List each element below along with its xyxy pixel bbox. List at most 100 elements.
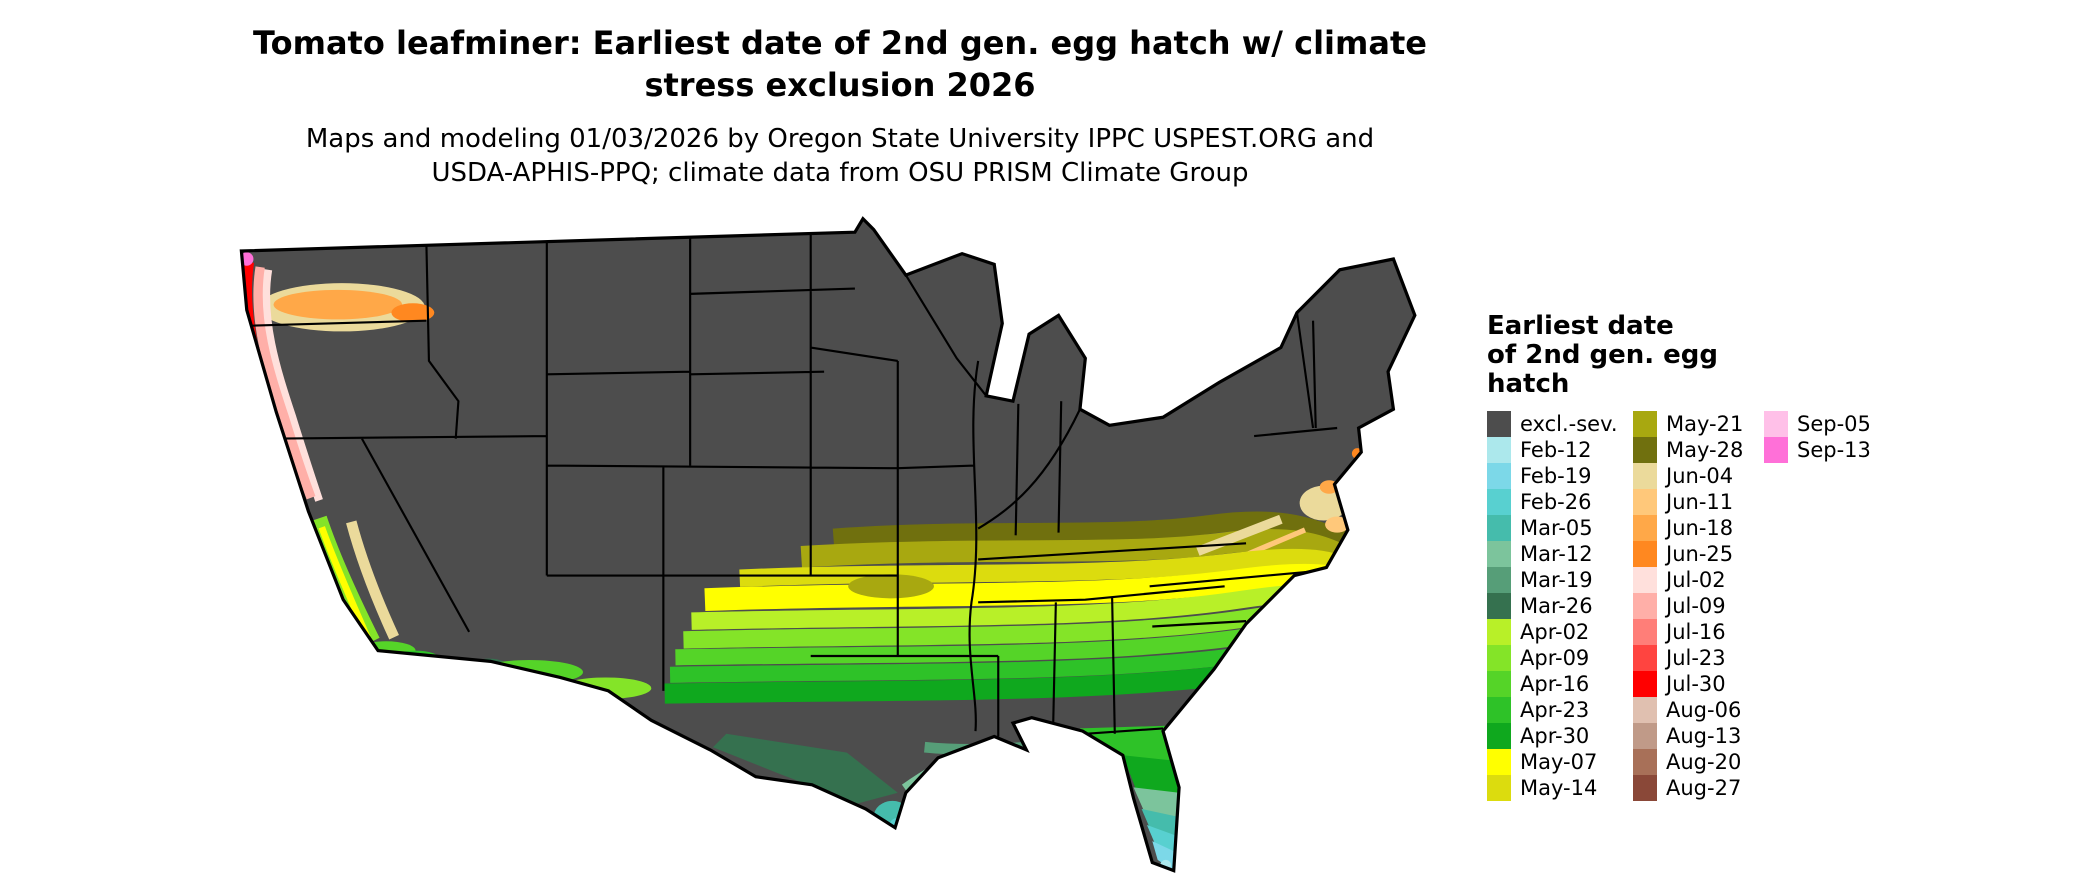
legend-swatch <box>1764 411 1788 437</box>
legend-entry: Apr-30 <box>1487 723 1633 749</box>
legend-swatch <box>1487 489 1511 515</box>
legend-label: Apr-30 <box>1520 724 1590 748</box>
us-map <box>228 200 1447 884</box>
legend-swatch <box>1633 489 1657 515</box>
legend-entry: May-07 <box>1487 749 1633 775</box>
legend-swatch <box>1487 411 1511 437</box>
legend-label: Jul-30 <box>1666 672 1726 696</box>
legend-swatch <box>1487 671 1511 697</box>
us-map-svg <box>239 216 1417 873</box>
legend-swatch <box>1633 541 1657 567</box>
legend-label: Aug-27 <box>1666 776 1742 800</box>
legend-entry: Aug-13 <box>1633 723 1764 749</box>
legend-label: Apr-02 <box>1520 620 1590 644</box>
legend-entry: May-14 <box>1487 775 1633 801</box>
map-region-texas-darkgreen <box>712 733 898 804</box>
legend-label: Aug-13 <box>1666 724 1742 748</box>
legend-swatch <box>1633 463 1657 489</box>
legend-label: Sep-05 <box>1797 412 1871 436</box>
legend-label: Sep-13 <box>1797 438 1871 462</box>
legend-entry: Apr-02 <box>1487 619 1633 645</box>
legend-entry: Jul-16 <box>1633 619 1764 645</box>
page-title-line1: Tomato leafminer: Earliest date of 2nd g… <box>253 24 1427 62</box>
map-region-coast-palepink <box>262 269 323 502</box>
legend-swatch <box>1633 697 1657 723</box>
legend-label: Aug-06 <box>1666 698 1742 722</box>
map-region-ozark-olive <box>848 574 934 599</box>
map-region-nw-orange <box>273 289 403 320</box>
legend-swatch <box>1487 463 1511 489</box>
legend-entry: Jun-04 <box>1633 463 1764 489</box>
legend-label: May-07 <box>1520 750 1598 774</box>
legend-swatch <box>1633 437 1657 463</box>
legend-label: Jul-09 <box>1666 594 1726 618</box>
legend-entry: Jul-23 <box>1633 645 1764 671</box>
page-subtitle-line2: USDA-APHIS-PPQ; climate data from OSU PR… <box>431 158 1249 188</box>
legend-entry: Mar-19 <box>1487 567 1633 593</box>
legend-label: Mar-05 <box>1520 516 1593 540</box>
legend-entry: Apr-16 <box>1487 671 1633 697</box>
legend-entry: Mar-05 <box>1487 515 1633 541</box>
legend-swatch <box>1633 671 1657 697</box>
state-borders <box>241 232 1338 737</box>
legend-swatch <box>1633 723 1657 749</box>
legend-swatch <box>1487 567 1511 593</box>
legend-label: Mar-12 <box>1520 542 1593 566</box>
legend-swatch <box>1487 515 1511 541</box>
national-outline <box>239 216 1417 873</box>
legend-entry: Jun-18 <box>1633 515 1764 541</box>
legend-swatch <box>1633 749 1657 775</box>
map-region-south-florida-cyan <box>1146 824 1177 855</box>
legend-entry: Jul-09 <box>1633 593 1764 619</box>
legend-title-line2: of 2nd gen. egg <box>1487 340 1719 370</box>
legend-label: Feb-26 <box>1520 490 1592 514</box>
map-region-central-florida-green <box>1122 755 1180 796</box>
legend-swatch <box>1487 437 1511 463</box>
map-legend: Earliest date of 2nd gen. egg hatch excl… <box>1487 312 2047 801</box>
legend-entry: Jun-25 <box>1633 541 1764 567</box>
page-title-line2: stress exclusion 2026 <box>644 66 1036 104</box>
legend-entry: Jun-11 <box>1633 489 1764 515</box>
legend-swatch <box>1633 567 1657 593</box>
legend-entry: May-21 <box>1633 411 1764 437</box>
legend-entry: Feb-12 <box>1487 437 1633 463</box>
legend-swatch <box>1633 593 1657 619</box>
legend-label: May-28 <box>1666 438 1744 462</box>
legend-swatch <box>1487 645 1511 671</box>
legend-entry: Jul-30 <box>1633 671 1764 697</box>
map-region-coast-pink <box>253 266 316 500</box>
legend-title-line3: hatch <box>1487 369 1570 399</box>
legend-swatch <box>1487 775 1511 801</box>
legend-label: Jun-18 <box>1666 516 1734 540</box>
legend-label: Jun-25 <box>1666 542 1734 566</box>
legend-label: Jul-02 <box>1666 568 1726 592</box>
legend-swatch <box>1487 593 1511 619</box>
legend-label: Apr-23 <box>1520 698 1590 722</box>
legend-entry: excl.-sev. <box>1487 411 1633 437</box>
legend-swatch <box>1487 723 1511 749</box>
legend-entry: Feb-19 <box>1487 463 1633 489</box>
legend-label: excl.-sev. <box>1520 412 1618 436</box>
legend-swatch <box>1633 515 1657 541</box>
legend-column-3: Sep-05 Sep-13 <box>1764 411 1871 463</box>
page-title: Tomato leafminer: Earliest date of 2nd g… <box>0 22 1680 106</box>
legend-title-line1: Earliest date <box>1487 311 1674 341</box>
legend-swatch <box>1633 619 1657 645</box>
page-subtitle: Maps and modeling 01/03/2026 by Oregon S… <box>0 122 1680 190</box>
legend-label: Jul-23 <box>1666 646 1726 670</box>
legend-label: Jul-16 <box>1666 620 1726 644</box>
legend-entry: Sep-05 <box>1764 411 1871 437</box>
legend-entry: Mar-26 <box>1487 593 1633 619</box>
legend-entry: Aug-06 <box>1633 697 1764 723</box>
map-region-south-florida-teal <box>1141 808 1180 839</box>
legend-label: Feb-12 <box>1520 438 1592 462</box>
map-region-nw-orange2 <box>391 303 435 323</box>
legend-label: Mar-26 <box>1520 594 1593 618</box>
legend-column-2: May-21 May-28 Jun-04 Jun-11 Jun-18 Jun-25 Jul-… <box>1633 411 1764 801</box>
legend-entry: May-28 <box>1633 437 1764 463</box>
legend-label: May-14 <box>1520 776 1598 800</box>
legend-swatch <box>1633 411 1657 437</box>
legend-entry: Jul-02 <box>1633 567 1764 593</box>
map-region-sierra-tan <box>346 520 399 640</box>
legend-entry: Apr-09 <box>1487 645 1633 671</box>
